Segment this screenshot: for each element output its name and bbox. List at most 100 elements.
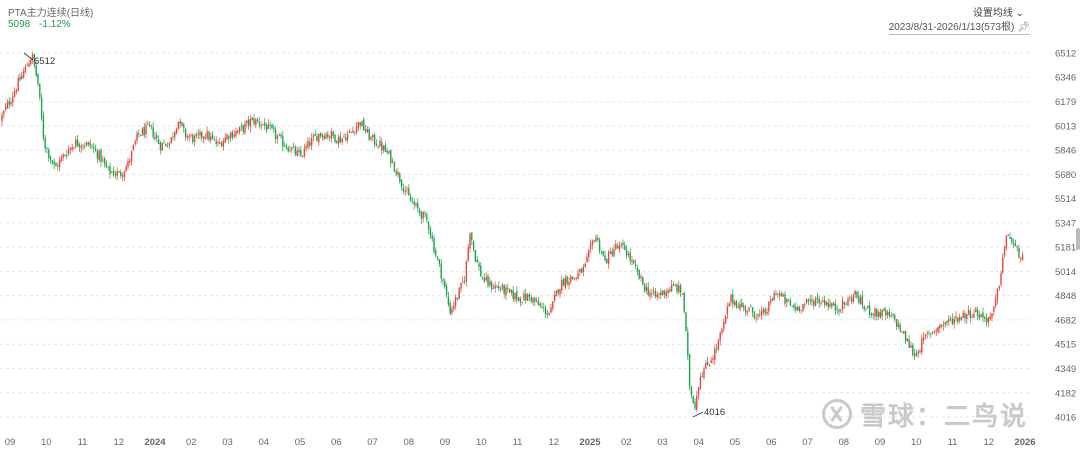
candle-body [573,278,576,280]
x-tick-label: 08 [838,437,849,448]
candle-body [544,307,547,315]
candle-body [157,139,160,144]
chart-title: PTA主力连续(日线) [8,8,94,19]
candle-body [1011,237,1013,243]
candle-body [877,311,880,317]
candle-body [287,147,289,151]
candle-body [834,303,837,311]
candle-body [413,202,415,205]
candle-body [976,309,979,316]
candle-body [355,126,358,133]
candle-body [451,308,453,313]
candle-body [847,298,849,306]
candle-body [206,131,208,139]
price-change: -1.12% [39,19,71,30]
ma-settings-button[interactable]: 设置均线 ⌄ [972,8,1024,19]
candle-body [402,188,405,192]
y-tick-label: 5347 [1055,218,1076,229]
candle-body [580,268,583,274]
candle-body [897,323,900,328]
candle-body [850,298,853,302]
candle-body [91,146,93,148]
candle-body [134,141,136,144]
candle-body [872,313,874,315]
candle-body [303,147,306,157]
candle-body [116,171,118,177]
candle-body [244,123,246,133]
candle-body [805,299,808,303]
x-tick-label: 10 [911,437,922,448]
candle-body [37,74,39,85]
x-tick-label: 08 [403,437,414,448]
candle-body [733,301,736,306]
candle-body [757,314,759,317]
candle-body [384,144,387,152]
candle-body [694,401,696,409]
candle-body [807,300,810,301]
candle-body [532,298,534,303]
candle-body [508,289,511,292]
candle-body [460,282,462,289]
candle-body [791,305,793,307]
candle-body [501,284,504,289]
candle-body [361,120,363,127]
candle-body [316,135,318,142]
candle-body [885,310,887,316]
candle-body [251,117,253,121]
candle-body [796,306,799,311]
candle-body [429,228,432,236]
candle-body [912,344,914,355]
date-range-selector[interactable]: 2023/8/31-2026/1/13(573根) 📌︎ [888,18,1030,35]
candle-body [719,332,721,341]
candle-body [112,170,115,176]
candle-body [256,119,259,122]
candle-body [431,235,433,239]
candle-body [474,249,477,262]
candle-body [786,298,788,303]
candle-body [312,135,315,137]
candle-body [274,129,277,139]
candle-body [669,289,671,292]
candle-body [471,232,473,241]
candle-body [768,301,770,312]
candle-body [926,333,928,334]
candle-body [280,134,282,137]
candle-body [710,360,712,364]
candle-body [462,280,464,282]
candle-body [530,297,532,302]
candle-body [260,124,262,127]
candle-body [557,289,559,293]
last-price: 5098 [8,19,31,30]
candle-body [523,293,525,301]
y-tick-label: 6346 [1055,73,1076,84]
candle-body [161,142,163,151]
candle-body [195,133,198,137]
candle-body [294,146,297,155]
candle-body [220,142,223,147]
candle-body [867,305,869,308]
candle-body [962,312,964,319]
candle-body [1018,247,1020,258]
candle-body [12,96,14,103]
candle-body [964,313,966,319]
candle-body [84,146,86,148]
candle-body [906,338,909,342]
candle-body [120,171,122,176]
candle-body [130,150,133,162]
candle-body [352,130,354,133]
candle-body [708,364,711,367]
candle-body [318,134,320,143]
candle-body [975,308,977,312]
candle-body [991,313,993,318]
candle-body [21,75,23,79]
candle-body [66,155,68,157]
candle-body [319,132,322,136]
chart-scroll-handle[interactable] [1076,228,1080,250]
candle-body [69,147,72,150]
x-tick-label: 09 [440,437,451,448]
candle-body [564,277,567,288]
candle-body [219,142,221,144]
candle-body [305,146,307,149]
pin-icon[interactable]: 📌︎ [1017,22,1030,33]
